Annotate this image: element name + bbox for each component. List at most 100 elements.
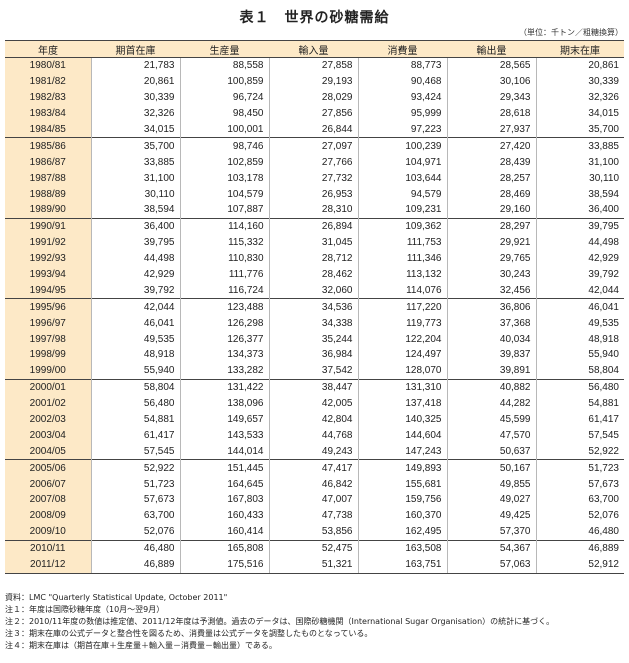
cell-year: 1986/87: [5, 154, 91, 171]
cell-exports: 50,167: [446, 459, 536, 477]
table-row: 1980/81 21,783 88,558 27,858 88,773 28,565 20,…: [5, 57, 624, 74]
cell-production: 110,830: [179, 250, 269, 267]
cell-year: 2005/06: [5, 459, 91, 477]
cell-opening-stock: 36,400: [90, 217, 180, 235]
cell-closing-stock: 32,326: [535, 89, 624, 106]
cell-closing-stock: 52,912: [535, 556, 624, 574]
cell-imports: 28,462: [268, 266, 358, 283]
cell-imports: 27,097: [268, 137, 358, 155]
cell-year: 2004/05: [5, 443, 91, 460]
header-imports: 輸入量: [269, 40, 358, 58]
cell-year: 2006/07: [5, 476, 91, 493]
cell-exports: 49,855: [446, 476, 536, 493]
cell-consumption: 88,773: [357, 57, 447, 74]
cell-consumption: 109,362: [357, 217, 447, 235]
cell-year: 2009/10: [5, 523, 91, 541]
table-row: 1983/84 32,326 98,450 27,856 95,999 28,618 34,…: [5, 105, 624, 122]
cell-year: 1983/84: [5, 105, 91, 122]
cell-consumption: 147,243: [357, 443, 447, 460]
cell-closing-stock: 44,498: [535, 234, 624, 251]
cell-year: 1992/93: [5, 250, 91, 267]
cell-opening-stock: 21,783: [90, 57, 180, 74]
cell-imports: 36,984: [268, 347, 358, 363]
cell-production: 98,746: [179, 137, 269, 155]
cell-imports: 42,804: [268, 411, 358, 428]
cell-closing-stock: 42,929: [535, 250, 624, 267]
cell-production: 126,377: [179, 331, 269, 348]
cell-production: 131,422: [179, 378, 269, 396]
cell-imports: 38,447: [268, 378, 358, 396]
cell-closing-stock: 42,044: [535, 282, 624, 299]
cell-imports: 49,243: [268, 443, 358, 460]
table-row: 1990/91 36,400 114,160 26,894 109,362 28,297 3…: [5, 217, 624, 235]
footnote: 注４：期末在庫は（期首在庫＋生産量＋輸入量－消費量－輸出量）である。: [5, 641, 277, 650]
cell-imports: 31,045: [268, 234, 358, 251]
table-row: 1996/97 46,041 126,298 34,338 119,773 37,368 4…: [5, 315, 624, 332]
cell-production: 98,450: [179, 105, 269, 122]
cell-production: 116,724: [179, 282, 269, 299]
cell-consumption: 94,579: [357, 186, 447, 203]
cell-consumption: 137,418: [357, 395, 447, 412]
table-row: 1993/94 42,929 111,776 28,462 113,132 30,243 3…: [5, 266, 624, 283]
table-row: 1997/98 49,535 126,377 35,244 122,204 40,034 4…: [5, 331, 624, 348]
cell-consumption: 103,644: [357, 170, 447, 187]
cell-year: 1991/92: [5, 234, 91, 251]
cell-opening-stock: 33,885: [90, 154, 180, 171]
cell-imports: 27,732: [268, 170, 358, 187]
cell-imports: 26,894: [268, 217, 358, 235]
cell-opening-stock: 63,700: [90, 507, 180, 524]
cell-exports: 27,937: [446, 121, 536, 138]
cell-opening-stock: 46,041: [90, 315, 180, 332]
cell-production: 133,282: [179, 362, 269, 380]
cell-imports: 44,768: [268, 427, 358, 444]
table-row: 2010/11 46,480 165,808 52,475 163,508 54,367 4…: [5, 539, 624, 557]
cell-exports: 28,618: [446, 105, 536, 122]
cell-consumption: 95,999: [357, 105, 447, 122]
cell-consumption: 159,756: [357, 492, 447, 508]
cell-exports: 39,837: [446, 347, 536, 363]
cell-consumption: 117,220: [357, 298, 447, 316]
cell-opening-stock: 55,940: [90, 362, 180, 380]
cell-opening-stock: 30,339: [90, 89, 180, 106]
cell-year: 2003/04: [5, 427, 91, 444]
cell-imports: 35,244: [268, 331, 358, 348]
cell-imports: 29,193: [268, 73, 358, 90]
cell-year: 1988/89: [5, 186, 91, 203]
cell-closing-stock: 35,700: [535, 121, 624, 138]
cell-production: 151,445: [179, 459, 269, 477]
cell-exports: 28,565: [446, 57, 536, 74]
cell-consumption: 131,310: [357, 378, 447, 396]
cell-year: 2001/02: [5, 395, 91, 412]
cell-closing-stock: 30,110: [535, 170, 624, 187]
cell-year: 1993/94: [5, 266, 91, 283]
cell-exports: 49,027: [446, 492, 536, 508]
cell-production: 175,516: [179, 556, 269, 574]
cell-exports: 49,425: [446, 507, 536, 524]
table-row: 2002/03 54,881 149,657 42,804 140,325 45,599 6…: [5, 411, 624, 428]
cell-imports: 27,856: [268, 105, 358, 122]
cell-exports: 28,257: [446, 170, 536, 187]
cell-closing-stock: 55,940: [535, 347, 624, 363]
cell-consumption: 119,773: [357, 315, 447, 332]
cell-production: 134,373: [179, 347, 269, 363]
cell-exports: 29,765: [446, 250, 536, 267]
table-header-row: 年度 期首在庫 生産量 輸入量 消費量 輸出量 期末在庫: [5, 40, 624, 58]
cell-exports: 30,243: [446, 266, 536, 283]
cell-year: 1999/00: [5, 362, 91, 380]
cell-consumption: 109,231: [357, 202, 447, 219]
cell-opening-stock: 46,889: [90, 556, 180, 574]
table-row: 1989/90 38,594 107,887 28,310 109,231 29,160 3…: [5, 202, 624, 219]
cell-opening-stock: 54,881: [90, 411, 180, 428]
cell-exports: 40,882: [446, 378, 536, 396]
cell-imports: 34,338: [268, 315, 358, 332]
cell-opening-stock: 46,480: [90, 539, 180, 557]
cell-imports: 26,953: [268, 186, 358, 203]
cell-closing-stock: 46,041: [535, 298, 624, 316]
cell-consumption: 163,508: [357, 539, 447, 557]
cell-production: 102,859: [179, 154, 269, 171]
cell-year: 1982/83: [5, 89, 91, 106]
cell-closing-stock: 36,400: [535, 202, 624, 219]
cell-opening-stock: 39,795: [90, 234, 180, 251]
cell-production: 143,533: [179, 427, 269, 444]
cell-year: 1980/81: [5, 57, 91, 74]
